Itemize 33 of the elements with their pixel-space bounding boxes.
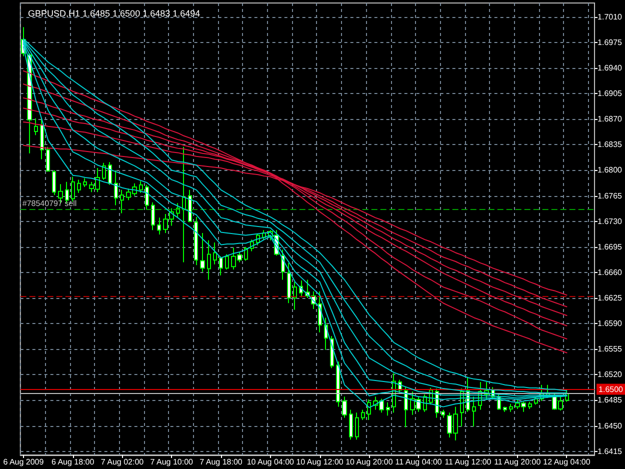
y-tick-label: 1.6590 xyxy=(598,319,623,328)
y-tick-label: 1.6975 xyxy=(598,38,623,47)
x-tick-label: 10 Aug 20:00 xyxy=(346,458,394,466)
y-tick-label: 1.6520 xyxy=(598,370,623,380)
y-tick-label: 1.6835 xyxy=(598,140,623,150)
y-tick-label: 1.7010 xyxy=(598,12,623,22)
ref-line-label: 1.6500 xyxy=(598,384,624,394)
x-tick-label: 6 Aug 2009 xyxy=(3,458,44,466)
y-tick-label: 1.6695 xyxy=(598,242,623,252)
y-tick-label: 1.6660 xyxy=(598,268,623,277)
y-tick-label: 1.6940 xyxy=(598,63,623,72)
text: GBPUSD,H1 1.6485 1.6500 1.6483 1.6494 xyxy=(28,8,200,18)
y-tick-label: 1.6765 xyxy=(598,191,623,200)
x-tick-label: 10 Aug 12:00 xyxy=(296,458,344,466)
y-tick-label: 1.6450 xyxy=(598,421,623,430)
ref-line-label: #78540797 sell xyxy=(22,199,77,208)
x-tick-label: 12 Aug 04:00 xyxy=(543,458,591,466)
y-tick-label: 1.6625 xyxy=(598,294,623,303)
x-tick-label: 11 Aug 12:00 xyxy=(444,458,492,466)
y-tick-label: 1.6555 xyxy=(598,344,623,354)
y-tick-label: 1.6870 xyxy=(598,114,623,124)
x-tick-label: 6 Aug 18:00 xyxy=(51,458,95,466)
x-tick-label: 7 Aug 18:00 xyxy=(200,458,243,466)
x-tick-label: 10 Aug 04:00 xyxy=(246,458,295,466)
y-tick-label: 1.6730 xyxy=(598,216,623,226)
x-tick-label: 7 Aug 10:00 xyxy=(150,458,194,466)
x-tick-label: 11 Aug 04:00 xyxy=(395,458,442,466)
y-tick-label: 1.6905 xyxy=(598,89,623,98)
x-tick-label: 7 Aug 02:00 xyxy=(100,458,144,466)
y-tick-label: 1.6485 xyxy=(598,396,623,405)
y-tick-label: 1.6800 xyxy=(598,166,623,175)
y-tick-label: 1.6415 xyxy=(598,446,623,456)
x-tick-label: 11 Aug 20:00 xyxy=(494,458,542,466)
